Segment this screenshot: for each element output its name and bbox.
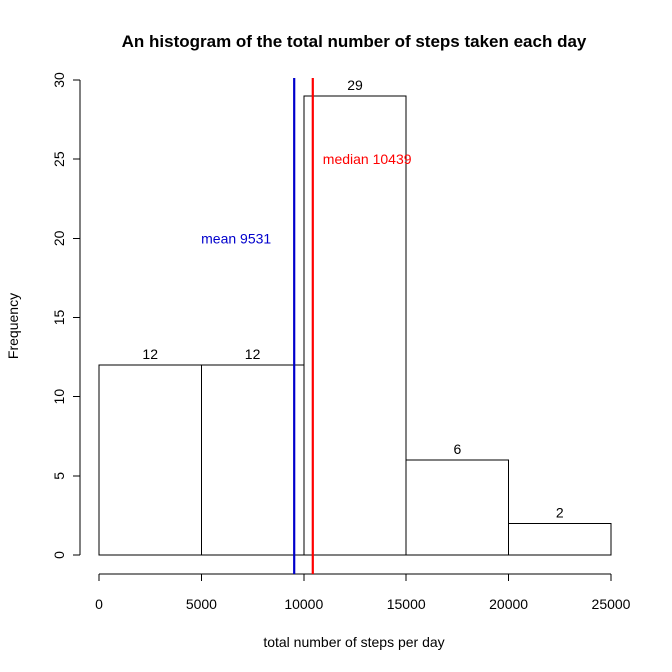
median-label: median 10439	[323, 151, 412, 167]
mean-label: mean 9531	[201, 230, 271, 246]
histogram-bar	[508, 522, 612, 556]
chart-title: An histogram of the total number of step…	[122, 32, 587, 51]
y-tick-label: 0	[51, 551, 67, 559]
y-tick-label: 15	[51, 310, 67, 326]
bar-count-label: 2	[556, 504, 564, 520]
x-tick-label: 20000	[489, 596, 528, 612]
histogram-bar	[303, 95, 407, 556]
y-axis-title: Frequency	[5, 293, 21, 359]
histogram-bar	[98, 364, 202, 556]
histogram-bar	[200, 364, 305, 556]
x-axis-title: total number of steps per day	[263, 634, 444, 650]
bar-count-label: 29	[347, 77, 363, 93]
bar-count-label: 6	[454, 441, 462, 457]
x-tick-label: 5000	[186, 596, 217, 612]
x-tick-label: 0	[95, 596, 103, 612]
x-tick-label: 10000	[284, 596, 323, 612]
bar-count-label: 12	[245, 346, 261, 362]
x-tick-label: 15000	[387, 596, 426, 612]
y-tick-label: 10	[51, 389, 67, 405]
y-tick-label: 30	[51, 72, 67, 88]
y-tick-label: 5	[51, 472, 67, 480]
x-tick-label: 25000	[592, 596, 631, 612]
bar-count-label: 12	[142, 346, 158, 362]
y-tick-label: 20	[51, 230, 67, 246]
y-tick-label: 25	[51, 151, 67, 167]
histogram-bar	[405, 459, 510, 556]
